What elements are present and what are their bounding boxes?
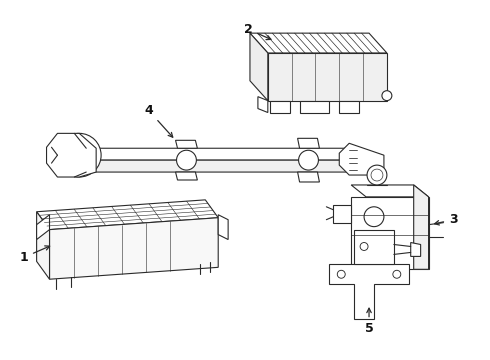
Polygon shape [258,96,268,113]
Circle shape [360,243,368,251]
Polygon shape [299,100,329,113]
Polygon shape [49,218,218,279]
Polygon shape [47,133,96,177]
Polygon shape [351,185,429,197]
Circle shape [57,133,101,177]
Text: 2: 2 [244,23,271,40]
Circle shape [364,207,384,227]
Polygon shape [70,148,369,160]
Circle shape [367,165,387,185]
Polygon shape [414,185,429,269]
Polygon shape [70,160,369,172]
Polygon shape [268,53,387,100]
Text: 3: 3 [435,213,458,226]
Polygon shape [175,140,197,148]
Circle shape [176,150,196,170]
Circle shape [298,150,318,170]
Polygon shape [354,230,394,264]
Polygon shape [351,197,429,269]
Polygon shape [37,215,49,239]
Circle shape [382,91,392,100]
Circle shape [371,169,383,181]
Polygon shape [175,172,197,180]
Polygon shape [297,172,319,182]
Circle shape [337,270,345,278]
Polygon shape [333,205,351,223]
Polygon shape [37,200,218,230]
Polygon shape [37,212,49,279]
Polygon shape [361,269,391,279]
Polygon shape [218,215,228,239]
Polygon shape [250,33,387,53]
Polygon shape [339,143,384,175]
Text: 4: 4 [145,104,173,137]
Polygon shape [329,264,409,319]
Polygon shape [270,100,290,113]
Text: 5: 5 [365,308,373,336]
Polygon shape [250,33,268,100]
Polygon shape [411,243,420,256]
Text: 1: 1 [19,246,49,264]
Circle shape [393,270,401,278]
Polygon shape [297,138,319,148]
Polygon shape [339,100,359,113]
